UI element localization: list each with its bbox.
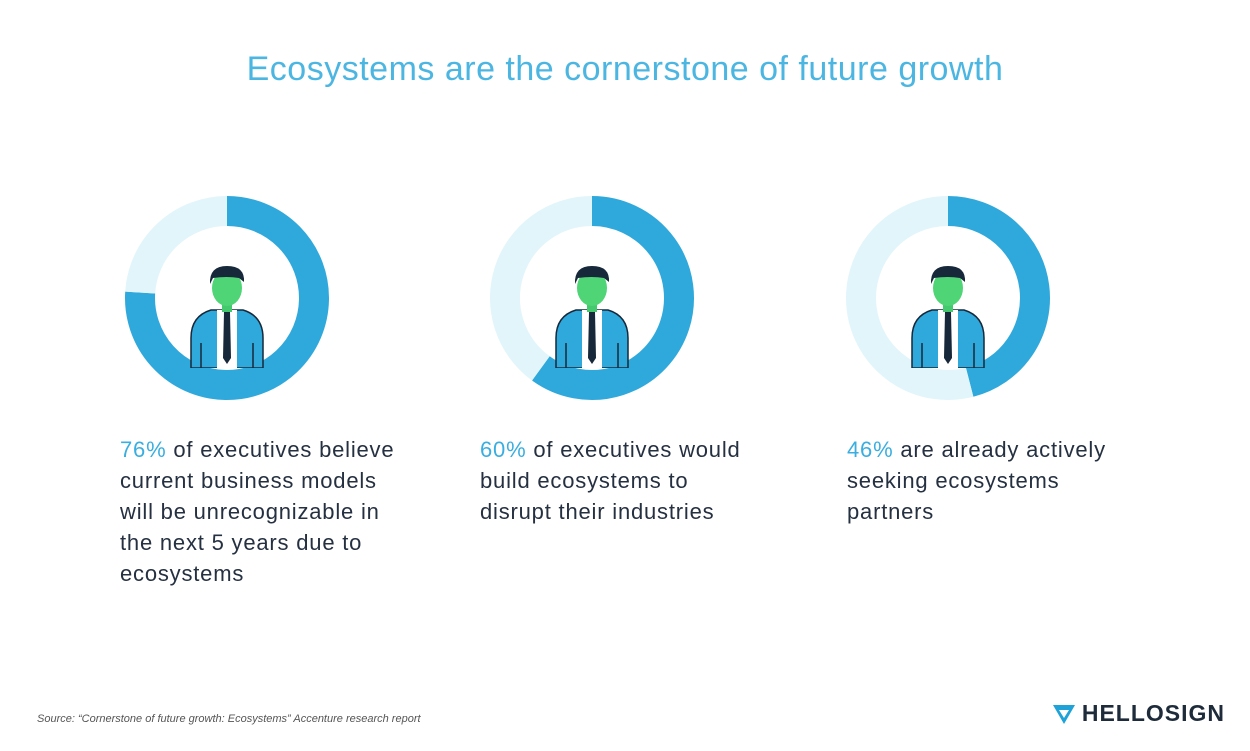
- donut-segment: [532, 196, 694, 400]
- caption-text: of executives believe current business m…: [120, 437, 395, 586]
- value-label: 46%: [847, 437, 894, 462]
- caption-text: are already actively seeking ecosystems …: [847, 437, 1106, 524]
- value-label: 60%: [480, 437, 527, 462]
- source: Source: “Cornerstone of future growth: E…: [37, 713, 421, 725]
- person-icon: [911, 265, 985, 368]
- caption: 76% of executives believe current busine…: [120, 434, 410, 589]
- donut-segment: [947, 196, 1050, 397]
- brand-logo: [1052, 704, 1075, 724]
- donut-segment: [125, 196, 329, 400]
- title: Ecosystems are the cornerstone of future…: [246, 50, 1004, 88]
- person-icon: [190, 265, 264, 368]
- brand: HELLOSIGN: [1052, 700, 1225, 727]
- caption: 60% of executives would build ecosystems…: [480, 434, 755, 527]
- donut-segment: [125, 196, 228, 295]
- donut-segment: [490, 196, 593, 381]
- donut-segment: [846, 196, 974, 400]
- brand-name: HELLOSIGN: [1081, 700, 1225, 726]
- person-icon: [555, 265, 629, 368]
- caption-text: of executives would build ecosystems to …: [480, 437, 741, 524]
- value-label: 76%: [120, 437, 167, 462]
- caption: 46% are already actively seeking ecosyst…: [847, 434, 1147, 527]
